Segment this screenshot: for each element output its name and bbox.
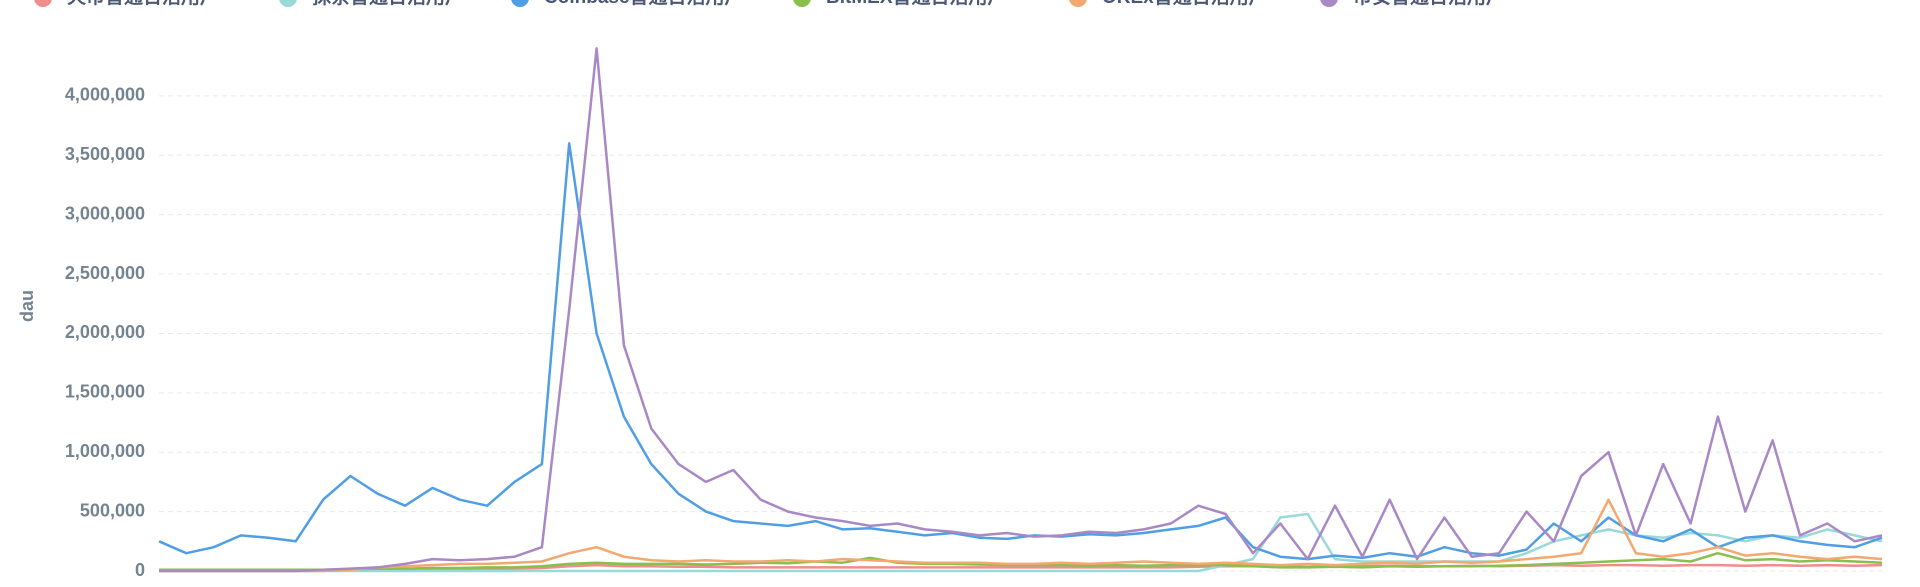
legend-label: BitMEX普通日活用户 <box>826 0 1007 8</box>
legend-label: 币安普通日活用户 <box>1353 0 1505 8</box>
lines <box>158 47 1883 573</box>
series-line <box>159 47 1883 573</box>
legend-label: 抹茶普通日活用户 <box>312 0 464 8</box>
y-tick-label: 500,000 <box>80 500 145 520</box>
y-tick-label: 2,000,000 <box>65 322 145 342</box>
legend-marker <box>34 0 52 7</box>
grid: 0 500,000 1,000,000 1,500,000 2,000,000 2,500… <box>65 85 1882 580</box>
legend-marker <box>511 0 529 7</box>
legend-label: 火币普通日活用户 <box>67 0 219 8</box>
y-tick-label: 1,000,000 <box>65 441 145 461</box>
series-line <box>159 498 1883 573</box>
series-line <box>158 142 1883 561</box>
legend-label: OKEx普通日活用户 <box>1102 0 1268 8</box>
legend-label: Coinbase普通日活用户 <box>544 0 744 8</box>
y-tick-label: 3,500,000 <box>65 144 145 164</box>
legend-marker <box>1069 0 1087 7</box>
y-tick-label: 4,000,000 <box>65 85 145 105</box>
y-axis-label: dau <box>17 290 37 322</box>
y-tick-label: 3,000,000 <box>65 203 145 223</box>
legend: 火币普通日活用户 抹茶普通日活用户 Coinbase普通日活用户 BitMEX普通日活… <box>34 0 1505 8</box>
y-tick-label: 1,500,000 <box>65 382 145 402</box>
legend-marker <box>793 0 811 7</box>
legend-marker <box>279 0 297 7</box>
legend-marker <box>1320 0 1338 7</box>
series-line <box>159 512 1883 573</box>
y-tick-label: 2,500,000 <box>65 263 145 283</box>
y-tick-label: 0 <box>135 560 145 580</box>
